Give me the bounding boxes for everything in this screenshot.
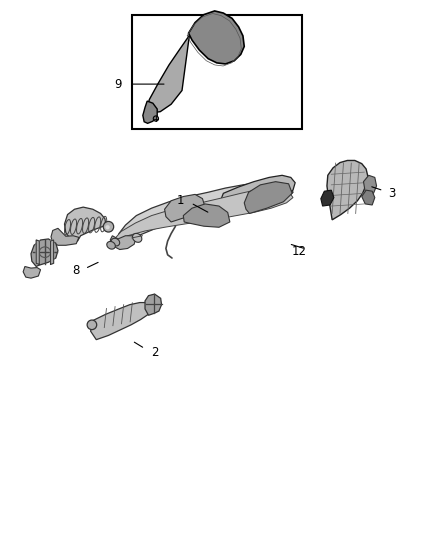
Polygon shape [64, 207, 106, 241]
Ellipse shape [87, 320, 97, 329]
Text: 9: 9 [114, 78, 122, 91]
Polygon shape [327, 160, 368, 220]
Text: 2: 2 [151, 346, 159, 359]
Polygon shape [50, 240, 53, 264]
Ellipse shape [107, 241, 115, 249]
Polygon shape [364, 175, 377, 193]
Polygon shape [23, 266, 41, 278]
Polygon shape [110, 236, 136, 249]
Polygon shape [188, 11, 244, 64]
Polygon shape [119, 182, 293, 243]
Text: 12: 12 [292, 245, 307, 258]
Polygon shape [321, 190, 334, 206]
Ellipse shape [103, 221, 114, 232]
Text: 3: 3 [389, 187, 396, 200]
Polygon shape [91, 303, 150, 340]
Polygon shape [31, 239, 58, 266]
Polygon shape [244, 182, 292, 214]
Polygon shape [115, 188, 293, 245]
Ellipse shape [133, 233, 142, 243]
Polygon shape [147, 35, 189, 113]
Polygon shape [165, 195, 205, 222]
Text: 8: 8 [73, 264, 80, 277]
Polygon shape [362, 190, 375, 205]
Bar [132, 14, 302, 128]
Text: 1: 1 [177, 194, 184, 207]
Ellipse shape [106, 225, 110, 229]
Polygon shape [215, 175, 295, 216]
Polygon shape [36, 240, 39, 264]
Polygon shape [145, 294, 162, 316]
Polygon shape [143, 101, 157, 123]
Polygon shape [184, 204, 230, 227]
Ellipse shape [111, 238, 120, 246]
Ellipse shape [153, 116, 159, 121]
Polygon shape [51, 228, 79, 245]
